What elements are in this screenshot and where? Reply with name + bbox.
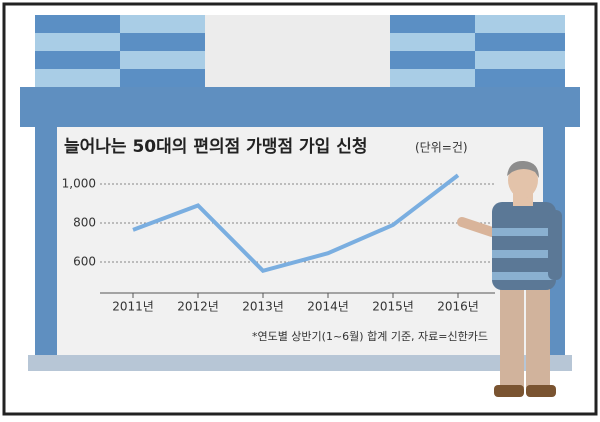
person-illustration <box>457 160 562 397</box>
source-note: *연도별 상반기(1~6월) 합계 기준, 자료=신한카드 <box>252 330 488 343</box>
base <box>28 355 572 371</box>
board <box>57 127 543 357</box>
x-tick-label: 2012년 <box>177 300 219 314</box>
x-tick-label: 2016년 <box>437 300 479 314</box>
y-tick-label: 1,000 <box>62 177 96 191</box>
chart-title: 늘어나는 50대의 편의점 가맹점 가입 신청 <box>64 136 368 157</box>
chart-subtitle: (단위=건) <box>415 141 468 155</box>
x-tick-label: 2011년 <box>112 300 154 314</box>
x-tick-label: 2014년 <box>307 300 349 314</box>
y-tick-label: 800 <box>73 216 96 230</box>
building-top <box>35 15 565 87</box>
y-tick-label: 600 <box>73 255 96 269</box>
frame <box>2 2 598 416</box>
data-line <box>132 173 460 274</box>
x-tick-label: 2013년 <box>242 300 284 314</box>
pillar <box>35 127 57 357</box>
x-tick-label: 2015년 <box>372 300 414 314</box>
awning <box>20 87 580 127</box>
